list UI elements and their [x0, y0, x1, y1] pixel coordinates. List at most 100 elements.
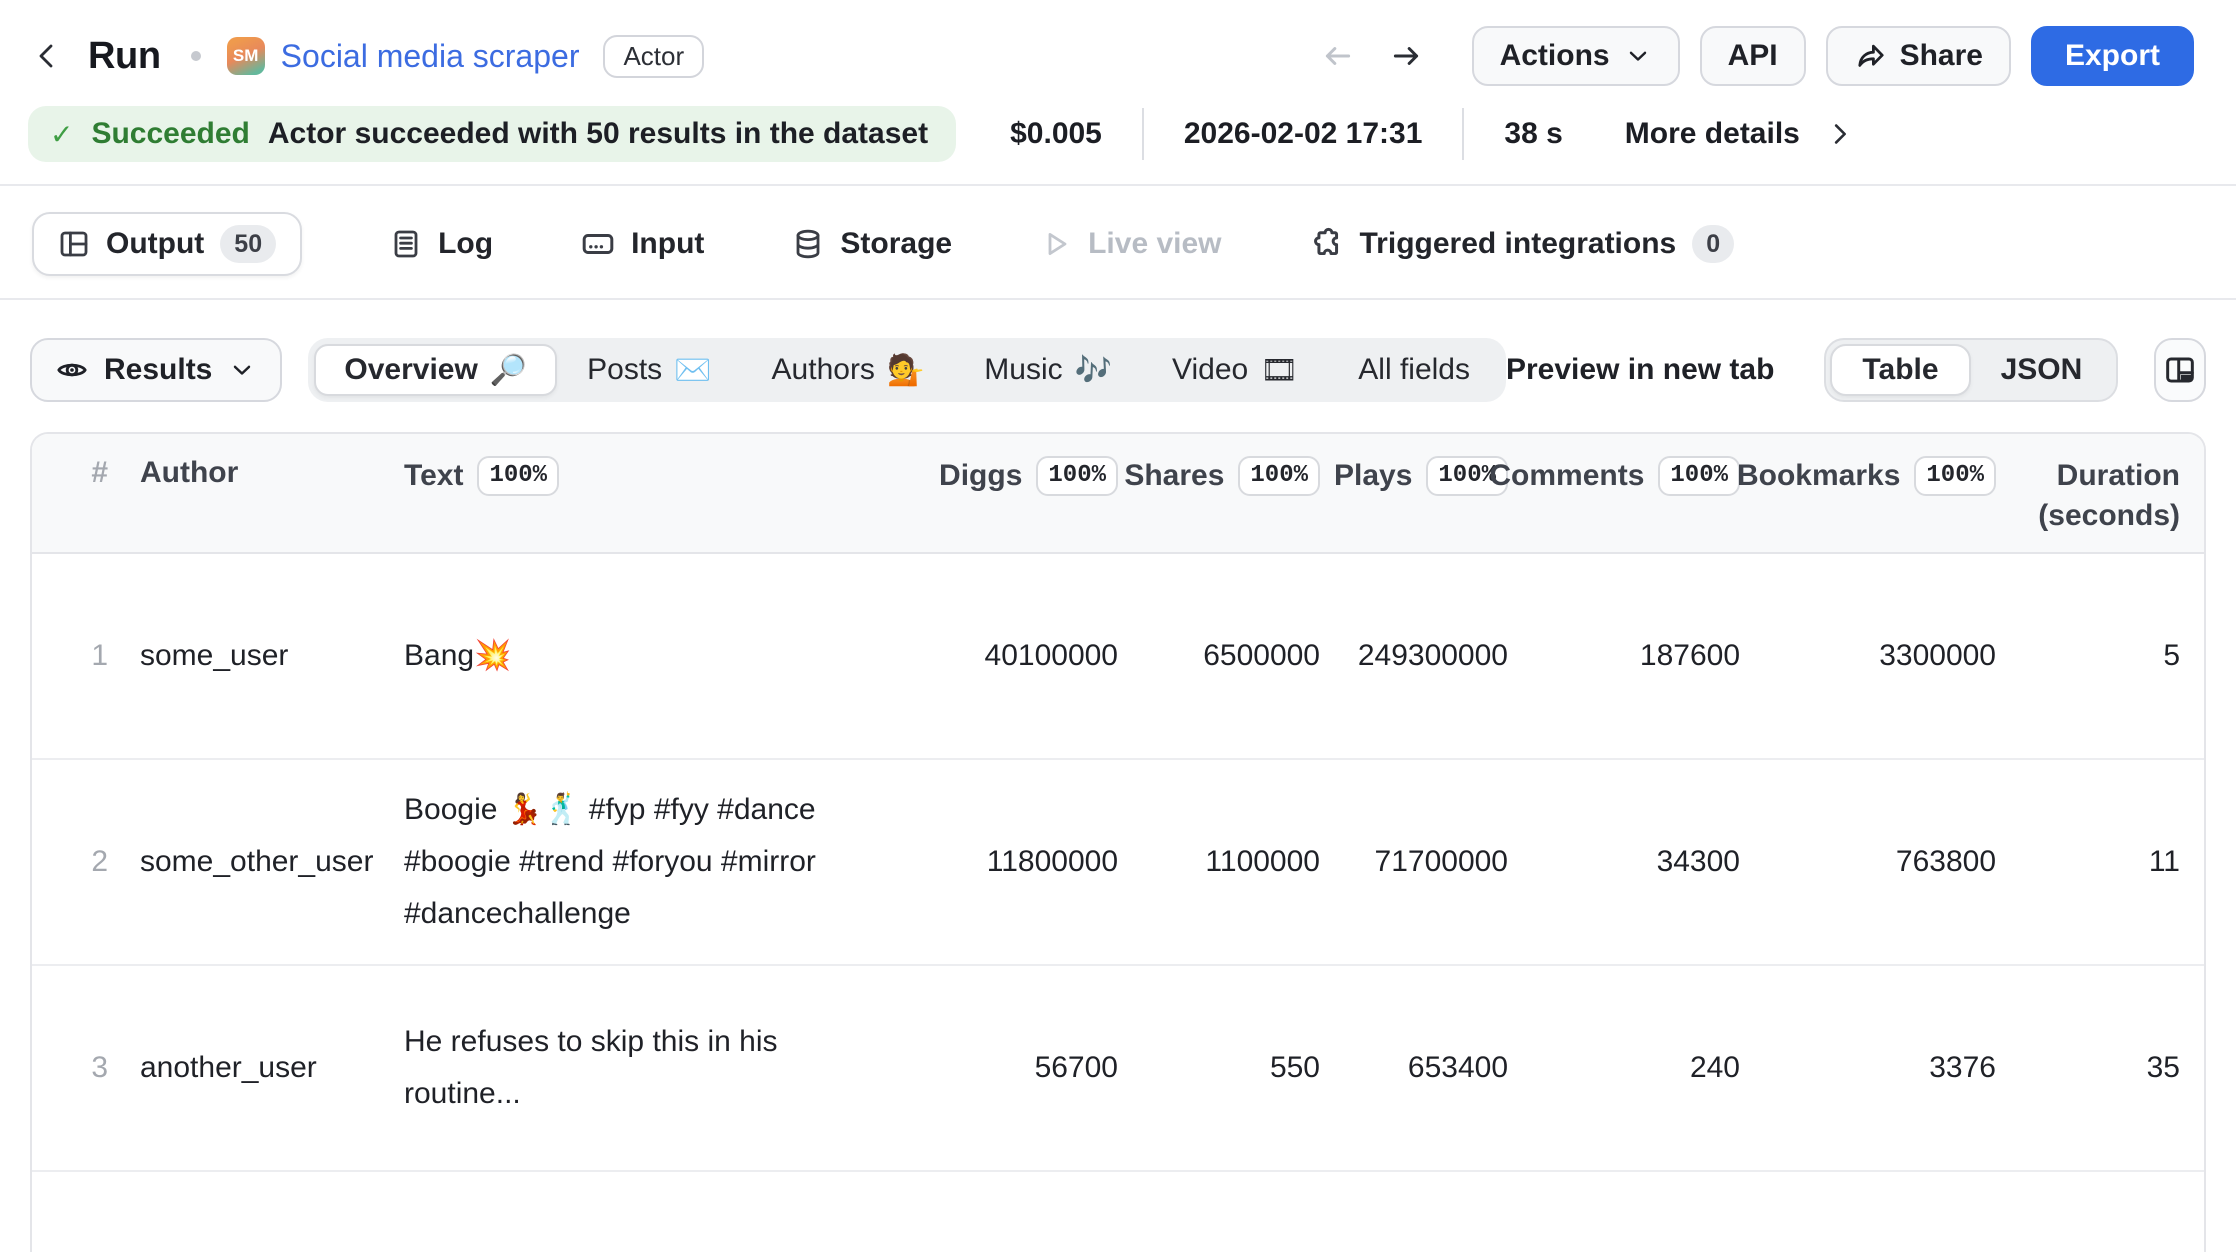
database-icon — [797, 229, 820, 259]
tab-output[interactable]: Output 50 — [32, 212, 303, 276]
previous-run-arrow-icon[interactable] — [1316, 34, 1360, 78]
table-row[interactable]: 3 another_user He refuses to skip this i… — [32, 966, 2204, 1172]
back-chevron-icon[interactable] — [28, 36, 68, 76]
column-header-diggs: Diggs 100% — [928, 456, 1118, 496]
column-label: Plays — [1333, 459, 1413, 492]
play-icon — [1048, 233, 1067, 255]
column-header-index: # — [91, 456, 108, 489]
fill-rate-badge: 100% — [1426, 456, 1508, 496]
results-table: # Author Text 100% Diggs 100% Shares 100… — [30, 432, 2206, 1252]
cell-diggs: 56700 — [1034, 1051, 1118, 1084]
tab-live-view: Live view — [1040, 227, 1222, 261]
format-toggle: Table JSON — [1824, 338, 2119, 402]
eye-icon — [57, 363, 87, 377]
status-state: Succeeded — [91, 117, 250, 150]
run-status-row: ✓ Succeeded Actor succeeded with 50 resu… — [28, 106, 2194, 162]
format-toggle-table[interactable]: Table — [1830, 344, 1971, 396]
tab-storage[interactable]: Storage — [792, 227, 952, 261]
cell-plays: 653400 — [1407, 1051, 1508, 1084]
export-button-label: Export — [2064, 39, 2160, 72]
log-document-icon — [394, 230, 418, 258]
status-message: Actor succeeded with 50 results in the d… — [267, 117, 929, 150]
view-tab-label: Authors — [771, 353, 875, 386]
row-index: 3 — [91, 1051, 108, 1084]
check-icon: ✓ — [50, 118, 74, 150]
column-label: Diggs — [939, 459, 1023, 492]
column-label: Shares — [1124, 459, 1225, 492]
tab-input[interactable]: Input — [581, 227, 704, 261]
status-badge: ✓ Succeeded Actor succeeded with 50 resu… — [28, 106, 957, 162]
export-button[interactable]: Export — [2030, 26, 2194, 86]
view-tab-authors[interactable]: Authors 💁 — [742, 344, 955, 396]
tab-storage-label: Storage — [840, 227, 953, 260]
magnifier-emoji: 🔎 — [489, 353, 528, 387]
share-button-label: Share — [1899, 39, 1983, 72]
cell-comments: 187600 — [1639, 639, 1740, 672]
cell-author: some_user — [140, 639, 289, 672]
chevron-right-icon[interactable] — [1824, 119, 1854, 149]
header-actions: Actions API Share Export — [1316, 26, 2194, 86]
results-dropdown-button[interactable]: Results — [30, 338, 283, 402]
row-index: 1 — [91, 639, 108, 672]
cell-bookmarks: 763800 — [1895, 845, 1996, 878]
tab-live-view-label: Live view — [1088, 227, 1222, 260]
section-divider — [0, 184, 2236, 186]
view-tab-overview[interactable]: Overview 🔎 — [314, 344, 558, 396]
view-tab-video[interactable]: Video 🎞 — [1142, 344, 1328, 396]
next-run-arrow-icon[interactable] — [1384, 34, 1428, 78]
share-arrow-icon — [1857, 44, 1884, 67]
page-title: Run — [88, 34, 161, 77]
divider — [1462, 108, 1465, 160]
column-settings-button[interactable] — [2154, 338, 2206, 402]
fill-rate-badge: 100% — [1914, 456, 1996, 496]
actor-type-badge: Actor — [603, 34, 705, 78]
film-frames-emoji: 🎞 — [1260, 353, 1299, 387]
table-row[interactable]: 1 some_user Bang💥 40100000 6500000 24930… — [32, 554, 2204, 760]
view-tab-label: Video — [1172, 353, 1249, 386]
cell-author: some_other_user — [140, 845, 374, 878]
tab-input-label: Input — [631, 227, 705, 260]
table-row[interactable]: 2 some_other_user Boogie 💃🕺 #fyp #fyy #d… — [32, 760, 2204, 966]
preview-in-new-tab-link[interactable]: Preview in new tab — [1506, 353, 1775, 386]
tab-triggered-integrations[interactable]: Triggered integrations 0 — [1310, 225, 1735, 263]
view-tab-posts[interactable]: Posts ✉️ — [557, 344, 741, 396]
cell-diggs: 11800000 — [986, 845, 1118, 878]
cell-plays: 249300000 — [1357, 639, 1508, 672]
tab-output-label: Output — [106, 227, 205, 260]
actor-name-link[interactable]: Social media scraper — [280, 37, 580, 74]
cell-duration: 11 — [2148, 845, 2180, 878]
view-tab-label: Music — [984, 353, 1063, 386]
table-header-row: # Author Text 100% Diggs 100% Shares 100… — [32, 434, 2204, 554]
cell-shares: 6500000 — [1203, 639, 1320, 672]
column-header-comments: Comments 100% — [1489, 456, 1740, 496]
tab-log[interactable]: Log — [390, 227, 493, 261]
column-header-plays: Plays 100% — [1334, 456, 1508, 496]
api-button-label: API — [1727, 39, 1778, 72]
chevron-down-icon — [234, 365, 251, 375]
cell-text: Bang💥 — [404, 639, 512, 672]
column-label: Comments — [1489, 459, 1645, 492]
section-divider — [0, 298, 2236, 300]
share-button[interactable]: Share — [1825, 26, 2011, 86]
api-button[interactable]: API — [1699, 26, 1806, 86]
cell-text: He refuses to skip this in his routine..… — [404, 1025, 778, 1110]
divider — [1141, 108, 1144, 160]
cell-bookmarks: 3300000 — [1879, 639, 1996, 672]
view-tab-music[interactable]: Music 🎶 — [954, 344, 1142, 396]
more-details-link[interactable]: More details — [1624, 117, 1800, 150]
actor-logo: SM — [226, 37, 265, 75]
person-emoji: 💁 — [886, 353, 925, 387]
actions-button[interactable]: Actions — [1471, 26, 1680, 86]
view-tab-label: All fields — [1358, 353, 1470, 386]
cell-comments: 34300 — [1656, 845, 1740, 878]
column-header-author: Author — [140, 456, 239, 489]
format-toggle-json[interactable]: JSON — [2000, 353, 2083, 386]
column-header-shares: Shares 100% — [1124, 456, 1320, 496]
run-datetime: 2026-02-02 17:31 — [1183, 117, 1423, 150]
view-tab-all-fields[interactable]: All fields — [1328, 344, 1500, 396]
envelope-emoji: ✉️ — [674, 353, 712, 387]
table-grid-icon — [60, 231, 88, 257]
run-navigation — [1316, 34, 1428, 78]
view-tab-label: Overview — [344, 353, 478, 386]
dot-separator — [190, 51, 201, 61]
